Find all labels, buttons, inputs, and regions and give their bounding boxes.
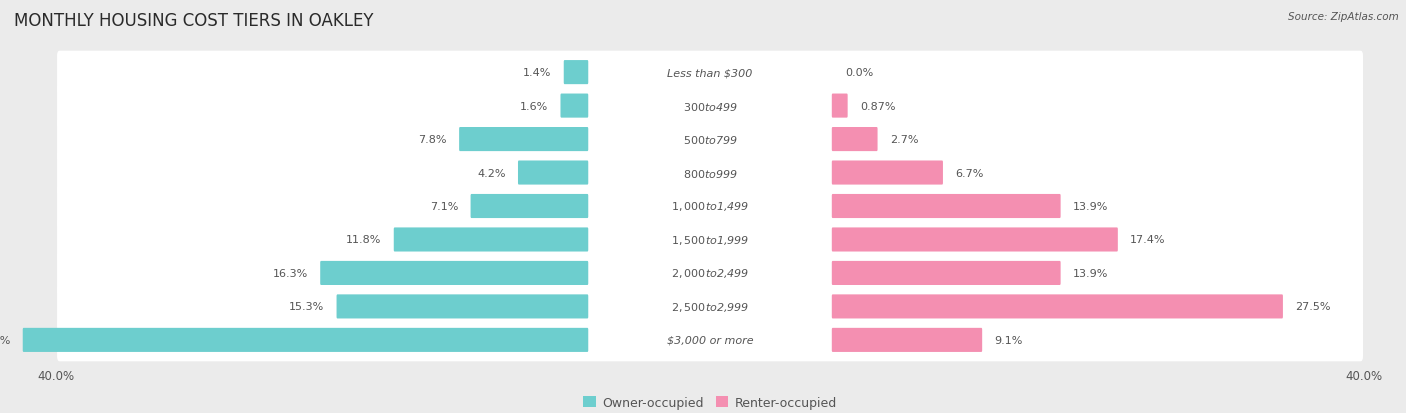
FancyBboxPatch shape	[58, 285, 1362, 328]
FancyBboxPatch shape	[58, 319, 1362, 361]
FancyBboxPatch shape	[58, 152, 1362, 195]
FancyBboxPatch shape	[832, 228, 1118, 252]
Text: $500 to $799: $500 to $799	[682, 134, 738, 146]
Text: 9.1%: 9.1%	[994, 335, 1022, 345]
Text: $300 to $499: $300 to $499	[682, 100, 738, 112]
FancyBboxPatch shape	[832, 161, 943, 185]
FancyBboxPatch shape	[58, 252, 1362, 294]
FancyBboxPatch shape	[22, 328, 588, 352]
FancyBboxPatch shape	[832, 261, 1060, 285]
FancyBboxPatch shape	[832, 128, 877, 152]
Text: 4.2%: 4.2%	[477, 168, 506, 178]
FancyBboxPatch shape	[517, 161, 588, 185]
Text: $2,500 to $2,999: $2,500 to $2,999	[671, 300, 749, 313]
FancyBboxPatch shape	[832, 328, 983, 352]
FancyBboxPatch shape	[58, 185, 1362, 228]
FancyBboxPatch shape	[561, 94, 588, 119]
Text: 0.0%: 0.0%	[845, 68, 875, 78]
Text: MONTHLY HOUSING COST TIERS IN OAKLEY: MONTHLY HOUSING COST TIERS IN OAKLEY	[14, 12, 374, 30]
Text: 34.5%: 34.5%	[0, 335, 10, 345]
FancyBboxPatch shape	[336, 294, 588, 319]
Text: 13.9%: 13.9%	[1073, 268, 1108, 278]
Text: Less than $300: Less than $300	[668, 68, 752, 78]
Text: 7.8%: 7.8%	[419, 135, 447, 145]
FancyBboxPatch shape	[832, 294, 1282, 319]
FancyBboxPatch shape	[321, 261, 588, 285]
Text: 7.1%: 7.1%	[430, 202, 458, 211]
FancyBboxPatch shape	[471, 195, 588, 218]
FancyBboxPatch shape	[460, 128, 588, 152]
Text: 1.6%: 1.6%	[520, 101, 548, 112]
Text: Source: ZipAtlas.com: Source: ZipAtlas.com	[1288, 12, 1399, 22]
Text: $3,000 or more: $3,000 or more	[666, 335, 754, 345]
Text: $1,500 to $1,999: $1,500 to $1,999	[671, 233, 749, 247]
Text: $2,000 to $2,499: $2,000 to $2,499	[671, 267, 749, 280]
Text: 17.4%: 17.4%	[1130, 235, 1166, 245]
Text: 2.7%: 2.7%	[890, 135, 918, 145]
FancyBboxPatch shape	[564, 61, 588, 85]
Text: $800 to $999: $800 to $999	[682, 167, 738, 179]
Text: 11.8%: 11.8%	[346, 235, 381, 245]
Text: 16.3%: 16.3%	[273, 268, 308, 278]
Text: 6.7%: 6.7%	[955, 168, 984, 178]
Text: 15.3%: 15.3%	[290, 301, 325, 312]
Text: 13.9%: 13.9%	[1073, 202, 1108, 211]
FancyBboxPatch shape	[58, 218, 1362, 261]
Text: 27.5%: 27.5%	[1295, 301, 1330, 312]
FancyBboxPatch shape	[58, 119, 1362, 161]
FancyBboxPatch shape	[832, 195, 1060, 218]
Text: 1.4%: 1.4%	[523, 68, 551, 78]
FancyBboxPatch shape	[58, 85, 1362, 128]
Text: 0.87%: 0.87%	[860, 101, 896, 112]
FancyBboxPatch shape	[394, 228, 588, 252]
Text: $1,000 to $1,499: $1,000 to $1,499	[671, 200, 749, 213]
FancyBboxPatch shape	[58, 52, 1362, 94]
Legend: Owner-occupied, Renter-occupied: Owner-occupied, Renter-occupied	[578, 391, 842, 413]
FancyBboxPatch shape	[832, 94, 848, 119]
